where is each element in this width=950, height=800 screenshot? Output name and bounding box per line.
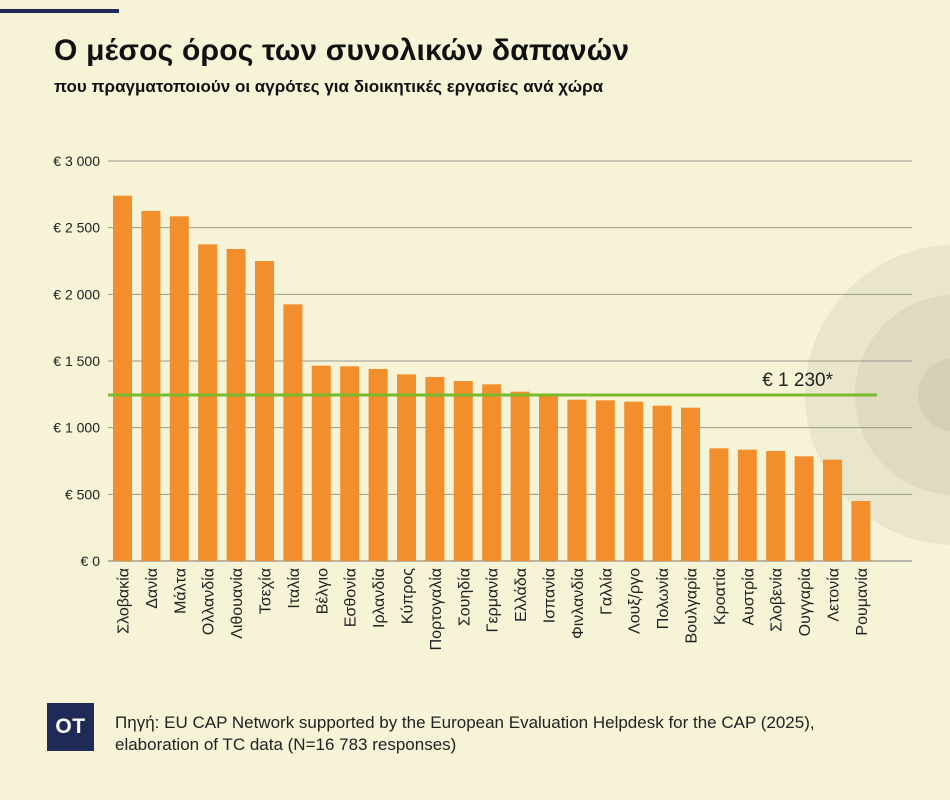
- y-tick-label: € 3 000: [53, 153, 100, 169]
- bar: [198, 244, 218, 562]
- bar: [397, 374, 416, 561]
- bar: [113, 195, 132, 561]
- x-tick-label: Ισπανία: [542, 568, 559, 623]
- x-tick-label: Ελλάδα: [513, 568, 530, 622]
- bar: [226, 249, 246, 561]
- bar: [510, 391, 530, 561]
- bar: [652, 405, 672, 561]
- x-tick-label: Κύπρος: [400, 568, 417, 624]
- bar: [368, 369, 388, 561]
- bar: [283, 304, 303, 561]
- x-tick-label: Ρουμανία: [854, 568, 871, 636]
- y-tick-label: € 500: [65, 486, 100, 502]
- x-tick-label: Λιθουανία: [229, 568, 246, 639]
- top-accent-rule: [0, 9, 119, 13]
- bar: [766, 451, 786, 561]
- x-tick-label: Ολλανδία: [201, 568, 218, 635]
- bar: [482, 384, 502, 561]
- x-tick-label: Ιταλία: [286, 568, 303, 609]
- bar: [169, 216, 189, 562]
- x-tick-label: Λουξ/ργο: [627, 568, 644, 634]
- x-tick-label: Δανία: [144, 568, 161, 609]
- y-tick-label: € 0: [81, 553, 101, 569]
- x-tick-label: Ουγγαρία: [797, 568, 814, 636]
- bar: [794, 456, 814, 561]
- x-tick-label: Σουηδία: [456, 568, 473, 626]
- chart-title: Ο μέσος όρος των συνολικών δαπανών: [54, 34, 630, 67]
- bar: [681, 407, 700, 561]
- x-tick-label: Γερμανία: [485, 568, 502, 632]
- x-tick-label: Μάλτα: [172, 568, 189, 614]
- bar: [311, 365, 331, 561]
- bar: [737, 449, 757, 561]
- bar-chart: € 0 € 500 € 1 000 € 1 500 € 2 000 € 2 500 € 3 …: [53, 153, 950, 651]
- x-axis-labels: Σλοβακία Δανία Μάλτα Ολλανδία Λιθουανία Τσεχί…: [116, 568, 871, 651]
- source-line-1: Πηγή: EU CAP Network supported by the Eu…: [115, 713, 815, 732]
- chart-subtitle: που πραγματοποιούν οι αγρότες για διοικη…: [54, 77, 604, 96]
- bar: [425, 377, 445, 561]
- x-tick-label: Σλοβενία: [769, 568, 786, 632]
- source-line-2: elaboration of TC data (N=16 783 respons…: [115, 735, 457, 754]
- source-note: Πηγή: EU CAP Network supported by the Eu…: [115, 712, 875, 756]
- bar: [624, 401, 644, 561]
- x-tick-label: Αυστρία: [740, 568, 757, 626]
- y-tick-label: € 1 500: [53, 353, 100, 369]
- x-tick-label: Γαλλία: [598, 568, 615, 615]
- average-label: € 1 230*: [762, 370, 833, 391]
- bar: [595, 400, 615, 561]
- bar: [709, 448, 729, 561]
- x-tick-label: Κροατία: [712, 568, 729, 625]
- x-tick-label: Ιρλανδία: [371, 568, 388, 628]
- y-axis-ticks: € 0 € 500 € 1 000 € 1 500 € 2 000 € 2 500 € 3 …: [53, 153, 100, 569]
- y-tick-label: € 2 500: [53, 220, 100, 236]
- x-tick-label: Σλοβακία: [116, 568, 133, 634]
- bar: [539, 396, 558, 561]
- average-reference: € 1 230*: [108, 370, 877, 397]
- x-tick-label: Βέλγιο: [314, 568, 331, 614]
- bar: [567, 399, 587, 561]
- y-tick-label: € 2 000: [53, 286, 100, 302]
- bar: [340, 366, 360, 561]
- bar: [453, 381, 473, 561]
- bar: [141, 211, 161, 561]
- x-tick-label: Εσθονία: [343, 568, 360, 627]
- bar: [851, 501, 871, 561]
- x-tick-label: Λετονία: [826, 568, 843, 622]
- ot-logo: OT: [47, 703, 94, 751]
- y-tick-label: € 1 000: [53, 420, 100, 436]
- x-tick-label: Πολωνία: [655, 568, 672, 629]
- x-tick-label: Φινλανδία: [570, 568, 587, 639]
- bars: [113, 195, 871, 562]
- x-tick-label: Βουλγαρία: [684, 568, 701, 643]
- x-tick-label: Πορτογαλία: [428, 568, 445, 650]
- bar: [255, 261, 274, 561]
- x-tick-label: Τσεχία: [258, 568, 275, 614]
- bar: [823, 459, 842, 561]
